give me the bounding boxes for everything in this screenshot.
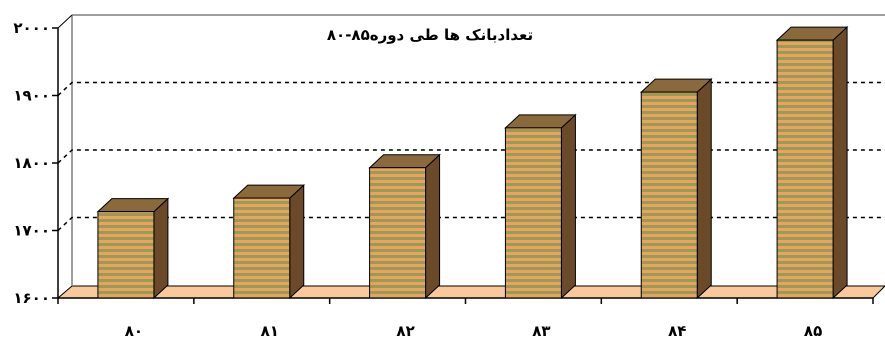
bar-front: [504, 127, 562, 299]
bar: [504, 113, 577, 300]
bar-front: [369, 167, 427, 299]
chart-title: تعدادبانک ها طی دوره۸۵-۸۰: [327, 26, 533, 44]
bar-side: [289, 183, 305, 300]
gridline: [57, 216, 885, 232]
x-tick-label: ۸۵: [804, 322, 822, 340]
bar: [368, 153, 441, 300]
y-tick-label: ۲۰۰۰: [13, 19, 50, 37]
x-tick-label: ۸۲: [396, 322, 414, 340]
gridline: [57, 149, 885, 164]
bar-front: [97, 211, 155, 299]
bar: [775, 26, 849, 300]
bar-side: [696, 77, 712, 300]
y-tick-label: ۱۸۰۰: [13, 154, 50, 172]
bar: [232, 183, 306, 300]
bar-side: [153, 197, 169, 300]
chart-floor: [56, 285, 885, 299]
x-tick-label: ۸۳: [532, 322, 550, 340]
x-tick-label: ۸۱: [261, 322, 279, 340]
bar-front: [776, 39, 834, 299]
x-tick-label: ۸۴: [668, 322, 686, 340]
y-tick-label: ۱۹۰۰: [13, 87, 50, 105]
y-axis-depth: [57, 14, 73, 29]
bar-front: [640, 91, 698, 299]
y-tick-label: ۱۶۰۰: [13, 289, 50, 307]
bar-side: [832, 26, 848, 300]
bar: [96, 197, 170, 300]
bar-front: [233, 197, 291, 299]
y-tick-label: ۱۷۰۰: [13, 222, 50, 240]
bar-side: [560, 113, 576, 300]
bar: [639, 77, 713, 300]
bar-side: [425, 153, 441, 300]
x-tick-label: ۸۰: [125, 322, 143, 340]
gridline: [57, 81, 885, 97]
